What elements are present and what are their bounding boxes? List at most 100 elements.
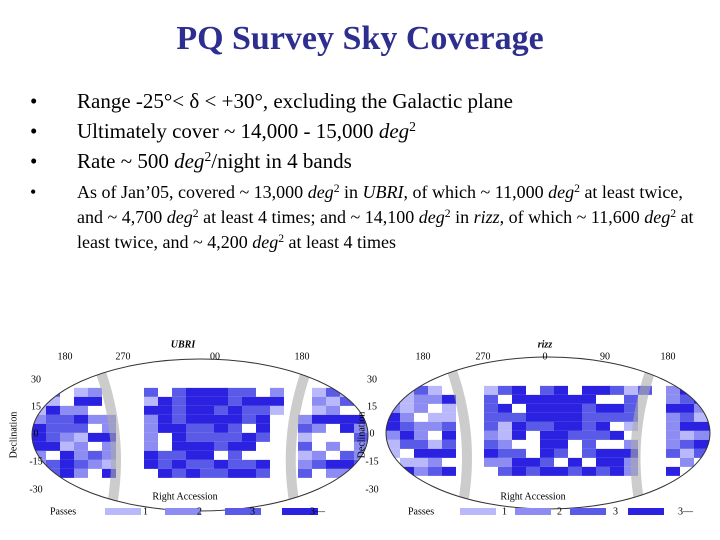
- coverage-cell: [680, 439, 694, 449]
- legend-label: 3: [250, 506, 255, 517]
- coverage-cell: [326, 459, 340, 469]
- coverage-cell: [498, 403, 512, 413]
- coverage-cell: [624, 394, 638, 404]
- coverage-cell: [596, 457, 610, 467]
- coverage-cell: [326, 387, 340, 397]
- coverage-cell: [74, 432, 88, 442]
- coverage-cell: [200, 468, 214, 478]
- coverage-cell: [400, 421, 414, 431]
- coverage-cell: [326, 441, 340, 451]
- bullet-text: at least twice, and ~ 4,200: [77, 207, 694, 252]
- bullet-text: Range -25°< δ < +30°, excluding the Gala…: [77, 89, 514, 113]
- coverage-cell: [540, 394, 554, 404]
- legend-swatch: [515, 508, 551, 515]
- coverage-cell: [186, 387, 200, 397]
- coverage-cell: [568, 457, 582, 467]
- coverage-cell: [172, 468, 186, 478]
- bullet-text: deg: [307, 182, 334, 202]
- coverage-cell: [708, 466, 710, 476]
- coverage-cell: [340, 468, 354, 478]
- coverage-cell: [200, 450, 214, 460]
- legend-label: 2: [197, 506, 202, 517]
- coverage-cell: [102, 450, 116, 460]
- coverage-cell: [610, 430, 624, 440]
- coverage-cell: [610, 457, 624, 467]
- bullet-text: 2: [204, 149, 212, 165]
- coverage-cell: [666, 421, 680, 431]
- coverage-cell: [74, 387, 88, 397]
- coverage-cell: [214, 432, 228, 442]
- coverage-cell: [298, 414, 312, 424]
- coverage-cell: [312, 414, 326, 424]
- coverage-cell: [242, 396, 256, 406]
- coverage-cell: [400, 412, 414, 422]
- coverage-cell: [708, 448, 710, 458]
- coverage-cell: [340, 387, 354, 397]
- coverage-cell: [512, 430, 526, 440]
- coverage-cell: [694, 466, 708, 476]
- bullet-text: deg: [174, 149, 205, 173]
- coverage-cell: [540, 466, 554, 476]
- coverage-cell: [498, 421, 512, 431]
- coverage-cell: [582, 394, 596, 404]
- ra-tick-label: 180: [58, 351, 73, 362]
- bullet-text: 2: [444, 207, 451, 221]
- bullet: Range -25°< δ < +30°, excluding the Gala…: [22, 86, 702, 116]
- coverage-cell: [326, 396, 340, 406]
- coverage-cell: [694, 421, 708, 431]
- coverage-cell: [708, 385, 710, 395]
- coverage-cell: [200, 396, 214, 406]
- coverage-cell: [512, 421, 526, 431]
- coverage-cell: [340, 450, 354, 460]
- coverage-cell: [624, 385, 638, 395]
- coverage-cell: [60, 450, 74, 460]
- coverage-cell: [568, 421, 582, 431]
- legend-label: 3: [613, 506, 618, 517]
- coverage-cell: [498, 466, 512, 476]
- coverage-cell: [414, 466, 428, 476]
- coverage-cell: [46, 441, 60, 451]
- coverage-cell: [46, 405, 60, 415]
- coverage-cell: [694, 448, 708, 458]
- coverage-cell: [74, 423, 88, 433]
- coverage-cell: [158, 414, 172, 424]
- bullet-text: 2: [409, 119, 416, 135]
- coverage-cell: [158, 450, 172, 460]
- coverage-cell: [386, 448, 400, 458]
- coverage-cell: [354, 396, 368, 406]
- coverage-cell: [242, 468, 256, 478]
- ra-tick-label: 270: [116, 351, 131, 362]
- bullet-text: Ultimately cover ~ 14,000 - 15,000: [77, 119, 379, 143]
- legend-swatch: [105, 508, 141, 515]
- coverage-cell: [568, 466, 582, 476]
- coverage-cell: [484, 457, 498, 467]
- x-axis-label: Right Accession: [500, 491, 565, 502]
- coverage-cell: [60, 459, 74, 469]
- coverage-cell: [46, 468, 60, 478]
- coverage-cell: [568, 394, 582, 404]
- legend-label: 1: [502, 506, 507, 517]
- galactic-plane: [91, 359, 121, 511]
- coverage-cell: [32, 468, 46, 478]
- coverage-cell: [526, 466, 540, 476]
- y-axis-label: Declination: [8, 412, 19, 459]
- coverage-cell: [596, 466, 610, 476]
- bullet-text: rizz: [473, 207, 500, 227]
- coverage-cell: [60, 405, 74, 415]
- coverage-cell: [354, 468, 368, 478]
- coverage-cell: [708, 412, 710, 422]
- legend-title: Passes: [50, 506, 76, 517]
- coverage-cell: [270, 396, 284, 406]
- coverage-cell: [172, 387, 186, 397]
- coverage-cell: [46, 414, 60, 424]
- coverage-cell: [214, 405, 228, 415]
- bullet-list: Range -25°< δ < +30°, excluding the Gala…: [22, 86, 702, 255]
- bullet-text: /night in 4 bands: [211, 149, 352, 173]
- coverage-cell: [554, 430, 568, 440]
- coverage-cell: [46, 432, 60, 442]
- coverage-cell: [680, 448, 694, 458]
- coverage-cell: [512, 448, 526, 458]
- coverage-cell: [708, 403, 710, 413]
- coverage-cell: [400, 385, 414, 395]
